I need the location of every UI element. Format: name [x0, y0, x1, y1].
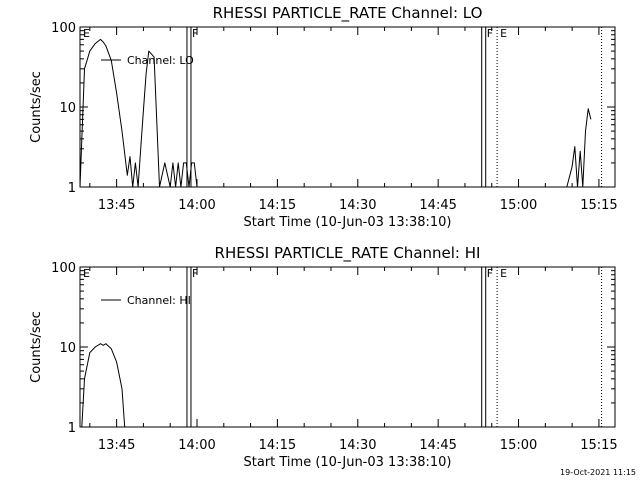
- y-tick-label: 10: [59, 341, 76, 356]
- y-tick-label: 10: [59, 101, 76, 116]
- flag-label: E: [83, 27, 90, 40]
- y-tick-label: 100: [51, 21, 76, 36]
- flag-label: F: [192, 267, 198, 280]
- plot-timestamp: 19-Oct-2021 11:15: [560, 468, 636, 477]
- x-tick-label: 13:45: [98, 438, 135, 453]
- x-tick-label: 13:45: [98, 198, 135, 213]
- x-axis-label: Start Time (10-Jun-03 13:38:10): [244, 215, 452, 230]
- x-tick-label: 14:45: [419, 198, 456, 213]
- legend-label: Channel: LO: [127, 54, 194, 67]
- x-tick-label: 14:30: [339, 198, 376, 213]
- x-tick-label: 14:00: [178, 438, 215, 453]
- x-tick-label: 15:15: [580, 438, 617, 453]
- y-axis-label: Counts/sec: [29, 71, 44, 143]
- flag-label: E: [500, 27, 507, 40]
- flag-label: E: [500, 267, 507, 280]
- plot-title: RHESSI PARTICLE_RATE Channel: HI: [215, 244, 481, 263]
- y-axis-label: Counts/sec: [29, 311, 44, 383]
- lo-channel-panel: RHESSI PARTICLE_RATE Channel: LO Start Ti…: [29, 4, 618, 230]
- x-tick-label: 14:00: [178, 198, 215, 213]
- data-series-line: [79, 38, 592, 188]
- data-series-line: [81, 343, 126, 428]
- plot-frame: [79, 266, 616, 428]
- hi-channel-panel: RHESSI PARTICLE_RATE Channel: HI Start Ti…: [29, 244, 618, 470]
- y-tick-label: 1: [68, 421, 76, 436]
- x-tick-label: 14:30: [339, 438, 376, 453]
- y-tick-label: 100: [51, 261, 76, 276]
- plot-frame: [79, 26, 616, 188]
- legend-label: Channel: HI: [127, 294, 191, 307]
- x-tick-label: 14:45: [419, 438, 456, 453]
- x-tick-label: 15:00: [500, 438, 537, 453]
- flag-label: F: [487, 27, 493, 40]
- y-tick-label: 1: [68, 181, 76, 196]
- x-tick-label: 14:15: [259, 198, 296, 213]
- x-axis-label: Start Time (10-Jun-03 13:38:10): [244, 455, 452, 470]
- flag-label: F: [192, 27, 198, 40]
- x-tick-label: 14:15: [259, 438, 296, 453]
- x-tick-label: 15:00: [500, 198, 537, 213]
- plot-title: RHESSI PARTICLE_RATE Channel: LO: [213, 4, 483, 23]
- x-tick-label: 15:15: [580, 198, 617, 213]
- flag-label: E: [83, 267, 90, 280]
- flag-label: F: [487, 267, 493, 280]
